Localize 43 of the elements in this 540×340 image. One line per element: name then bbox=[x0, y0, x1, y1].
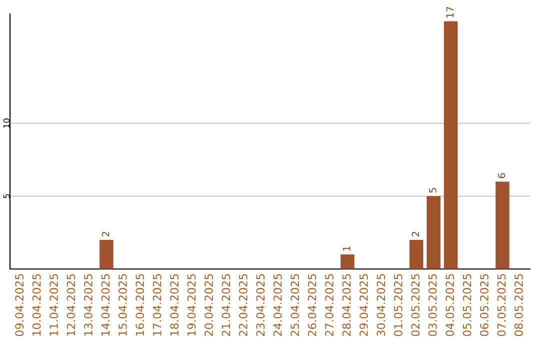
x-tick-label: 24.04.2025 bbox=[273, 274, 282, 336]
x-tick-label: 18.04.2025 bbox=[170, 274, 179, 336]
x-tick-label: 07.05.2025 bbox=[497, 274, 506, 336]
x-tick-label: 10.04.2025 bbox=[32, 274, 41, 336]
x-tick-label: 09.04.2025 bbox=[15, 274, 24, 336]
y-tick-label: 10 bbox=[3, 118, 10, 128]
bar bbox=[409, 240, 424, 269]
x-tick-label: 28.04.2025 bbox=[342, 274, 351, 336]
x-tick-label: 16.04.2025 bbox=[136, 274, 144, 336]
data-label: 17 bbox=[446, 6, 454, 18]
x-tick-label: 12.04.2025 bbox=[66, 274, 76, 336]
x-tick-label: 08.05.2025 bbox=[514, 274, 523, 336]
data-label: 6 bbox=[498, 173, 506, 178]
data-label: 5 bbox=[429, 188, 436, 193]
bar bbox=[100, 240, 114, 269]
x-tick-label: 25.04.2025 bbox=[290, 274, 300, 336]
data-label: 2 bbox=[102, 232, 110, 236]
x-tick-label: 17.04.2025 bbox=[152, 274, 162, 336]
bar bbox=[426, 196, 440, 269]
x-tick-label: 20.04.2025 bbox=[204, 274, 213, 336]
x-tick-label: 01.05.2025 bbox=[394, 274, 402, 336]
x-tick-label: 21.04.2025 bbox=[222, 274, 230, 336]
x-tick-label: 13.04.2025 bbox=[84, 274, 92, 336]
x-tick-label: 11.04.2025 bbox=[50, 274, 58, 336]
x-tick-label: 05.05.2025 bbox=[462, 274, 472, 336]
x-tick-label: 04.05.2025 bbox=[446, 274, 454, 336]
bar bbox=[496, 182, 510, 269]
x-tick-label: 27.04.2025 bbox=[325, 274, 334, 336]
x-tick-label: 15.04.2025 bbox=[118, 274, 127, 336]
bar bbox=[340, 254, 354, 269]
x-tick-label: 14.04.2025 bbox=[101, 274, 110, 336]
x-tick-label: 22.04.2025 bbox=[238, 274, 248, 336]
data-label: 2 bbox=[412, 232, 420, 236]
x-tick-label: 26.04.2025 bbox=[308, 274, 316, 336]
data-label: 1 bbox=[343, 246, 350, 251]
x-tick-label: 30.04.2025 bbox=[376, 274, 386, 336]
x-tick-label: 23.04.2025 bbox=[256, 274, 265, 336]
x-tick-label: 29.04.2025 bbox=[360, 274, 368, 336]
x-tick-label: 03.05.2025 bbox=[428, 274, 437, 336]
x-tick-label: 19.04.2025 bbox=[187, 274, 196, 336]
bar bbox=[444, 21, 458, 269]
x-tick-label: 06.05.2025 bbox=[480, 274, 488, 336]
x-tick-label: 02.05.2025 bbox=[411, 274, 420, 336]
